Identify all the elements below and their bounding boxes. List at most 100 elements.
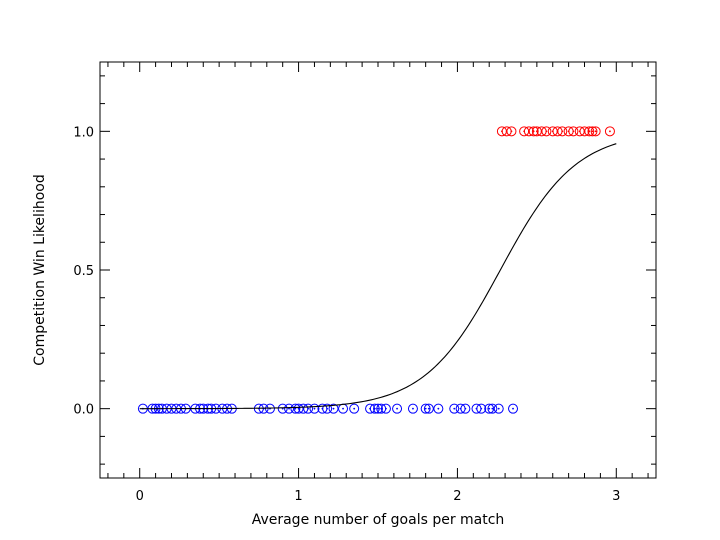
data-point-center [396, 407, 398, 410]
data-point [407, 403, 418, 414]
data-point [584, 126, 595, 137]
data-point-center [288, 407, 290, 410]
data-point-center [561, 130, 564, 133]
data-point-center [480, 407, 483, 410]
data-point [484, 403, 495, 414]
data-point [369, 403, 380, 414]
data-point-center [377, 407, 379, 410]
data-point-ring [568, 126, 579, 137]
data-point [322, 403, 333, 414]
data-point-center [464, 407, 467, 410]
data-point [568, 126, 579, 137]
data-point-center [424, 407, 427, 410]
data-point [373, 403, 383, 414]
data-point [420, 403, 431, 414]
data-point-center [342, 407, 344, 410]
y-tick-label: 0.0 [73, 403, 94, 418]
fit-curve [139, 143, 617, 410]
data-point-ring [541, 126, 552, 137]
data-point [433, 403, 444, 414]
x-tick-label: 3 [612, 489, 620, 504]
y-tick-label: 0.5 [73, 264, 94, 279]
data-point-center [427, 407, 430, 410]
data-point-center [326, 407, 329, 410]
data-point [508, 403, 519, 414]
data-point-ring [277, 403, 288, 414]
data-point [303, 403, 314, 414]
data-point [506, 126, 517, 137]
data-point-ring [584, 126, 595, 137]
data-point-ring [420, 403, 431, 414]
data-point-ring [290, 403, 301, 414]
data-point-center [385, 407, 387, 410]
data-point-ring [284, 403, 295, 414]
data-point-ring [484, 403, 495, 414]
data-point-ring [460, 403, 471, 414]
x-axis-title: Average number of goals per match [252, 512, 505, 528]
data-point [604, 126, 615, 137]
data-point-center [510, 130, 513, 133]
series-layer [137, 126, 617, 414]
data-point-center [294, 407, 297, 410]
data-point [541, 126, 552, 137]
data-point-center [437, 407, 440, 410]
data-point-center [453, 407, 456, 410]
data-point-ring [309, 403, 320, 414]
data-point-center [307, 407, 310, 410]
data-point-ring [322, 403, 333, 414]
data-point [423, 403, 434, 414]
plot-frame [99, 61, 657, 479]
data-point-center [313, 407, 316, 410]
data-point-center [532, 130, 535, 133]
data-point-ring [423, 403, 434, 414]
data-point [460, 403, 471, 414]
data-point-ring [604, 126, 615, 137]
data-point [328, 403, 339, 414]
data-point [449, 403, 460, 414]
labels-layer: 0 1 2 3 0.0 0.5 1.0 [73, 125, 620, 504]
data-point-center [591, 130, 594, 133]
data-point-ring [380, 403, 391, 414]
data-point-ring [407, 403, 418, 414]
data-point-center [373, 407, 376, 410]
data-point-center [572, 130, 575, 133]
data-point [380, 403, 391, 414]
data-point-ring [433, 403, 444, 414]
x-tick-label: 1 [294, 489, 302, 504]
data-point [290, 403, 301, 414]
data-point [264, 403, 275, 414]
data-point [587, 126, 598, 137]
data-point [309, 403, 320, 414]
data-point-ring [373, 403, 383, 414]
data-point-ring [587, 126, 598, 137]
data-point-center [491, 407, 494, 410]
data-point-center [497, 407, 500, 410]
data-point-ring [349, 403, 360, 414]
data-point-center [545, 130, 548, 133]
data-point [476, 403, 487, 414]
data-point-center [588, 130, 591, 133]
data-point [528, 126, 539, 137]
data-point-ring [328, 403, 339, 414]
data-point-center [332, 407, 335, 410]
data-point-center [609, 130, 611, 133]
data-point-ring [493, 403, 504, 414]
data-point [493, 403, 504, 414]
data-point-ring [449, 403, 460, 414]
y-axis-title: Competition Win Likelihood [32, 174, 48, 365]
ticks-layer [100, 62, 656, 478]
data-point [487, 403, 498, 414]
data-point-ring [557, 126, 568, 137]
data-point [284, 403, 295, 414]
data-point [590, 126, 601, 137]
data-point-ring [508, 403, 519, 414]
data-point-ring [528, 126, 539, 137]
data-point [338, 403, 349, 414]
data-point-center [353, 407, 356, 410]
data-point-center [512, 407, 514, 410]
y-tick-label: 1.0 [73, 125, 94, 140]
data-point-ring [392, 403, 403, 414]
data-point-center [488, 407, 491, 410]
x-tick-label: 2 [453, 489, 461, 504]
